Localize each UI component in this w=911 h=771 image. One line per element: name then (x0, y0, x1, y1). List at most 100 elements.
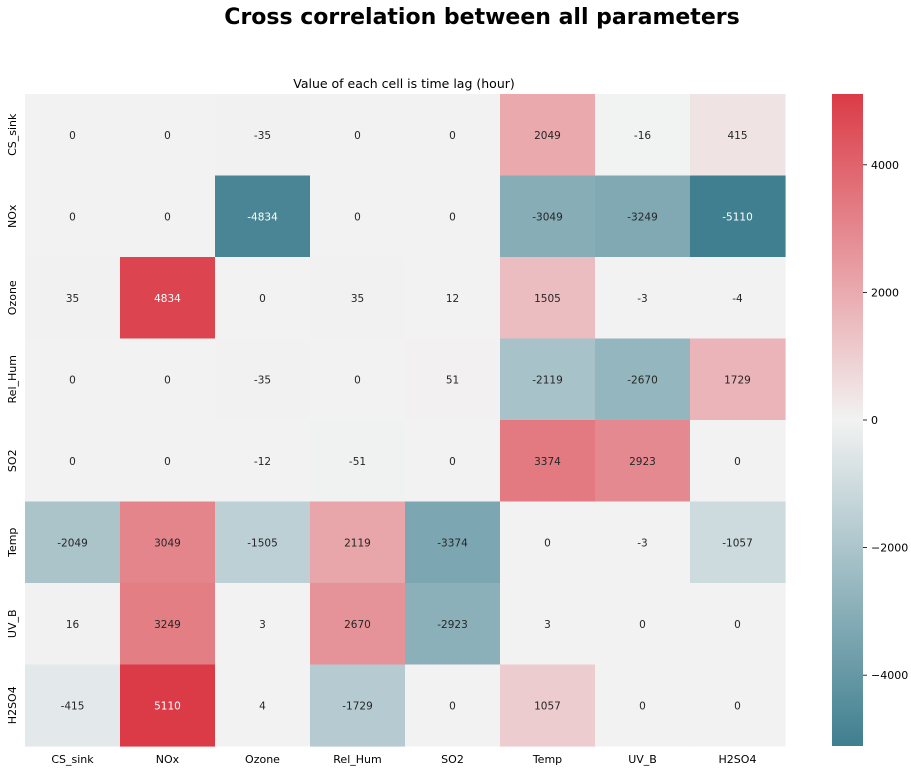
heatmap-cell-Ozone-SO2 (405, 257, 501, 340)
cell-value-label: -1505 (247, 537, 278, 549)
cell-value-label: -5110 (722, 211, 753, 223)
heatmap-cell-Ozone-NOx (120, 257, 216, 340)
cell-value-label: 0 (354, 211, 361, 223)
heatmap-cell-SO2-SO2 (405, 420, 501, 503)
heatmap-cell-SO2-UV_B (595, 420, 691, 503)
cell-value-label: 0 (734, 700, 741, 712)
heatmap-cell-Temp-H2SO4 (690, 501, 786, 584)
heatmap-cell-Ozone-Rel_Hum (310, 257, 406, 340)
cell-value-label: -16 (634, 130, 651, 142)
heatmap-cell-NOx-UV_B (595, 175, 691, 258)
heatmap-cell-Ozone-Ozone (215, 257, 311, 340)
colorbar-tick-label: −4000 (871, 669, 908, 682)
cell-value-label: 3049 (154, 537, 181, 549)
cell-value-label: 35 (351, 293, 364, 305)
x-axis-ticks: CS_sink NOx Ozone Rel_Hum SO2 Temp UV_B H2SO4 (51, 753, 756, 766)
heatmap-cell-UV_B-CS_sink (25, 583, 121, 666)
colorbar-ticks: −4000 −2000 0 2000 4000 (863, 159, 908, 682)
heatmap-cell-CS_sink-Ozone (215, 94, 311, 177)
cell-value-label: 2923 (629, 456, 656, 468)
colorbar: −4000 −2000 0 2000 4000 (832, 94, 908, 746)
cell-value-label: 3374 (534, 456, 561, 468)
heatmap-cell-UV_B-NOx (120, 583, 216, 666)
cell-value-label: 0 (164, 130, 171, 142)
heatmap-cell-Temp-Rel_Hum (310, 501, 406, 584)
heatmap-cell-Rel_Hum-NOx (120, 338, 216, 421)
colorbar-tick-label: 2000 (871, 286, 899, 299)
cell-value-label: 0 (69, 456, 76, 468)
cell-value-label: 51 (446, 374, 459, 386)
cell-value-label: 0 (639, 700, 646, 712)
y-axis-ticks: CS_sink NOx Ozone Rel_Hum SO2 Temp UV_B H2SO4 (6, 113, 19, 724)
heatmap-cell-SO2-NOx (120, 420, 216, 503)
x-tick-label: NOx (156, 753, 180, 766)
cell-value-label: 1057 (534, 700, 561, 712)
cell-value-label: -2670 (627, 374, 658, 386)
heatmap-cell-Temp-NOx (120, 501, 216, 584)
cell-value-label: 35 (66, 293, 79, 305)
heatmap-cell-Ozone-UV_B (595, 257, 691, 340)
heatmap-cell-H2SO4-H2SO4 (690, 664, 786, 747)
cell-value-label: 3249 (154, 619, 181, 631)
cell-value-label: 2670 (344, 619, 371, 631)
cell-value-label: -2119 (532, 374, 563, 386)
heatmap-cell-H2SO4-Rel_Hum (310, 664, 406, 747)
cell-value-label: 2049 (534, 130, 561, 142)
heatmap-cell-UV_B-Temp (500, 583, 596, 666)
x-tick-label: Rel_Hum (333, 753, 381, 766)
x-tick-label: UV_B (628, 753, 657, 766)
heatmap-cell-UV_B-H2SO4 (690, 583, 786, 666)
cell-value-label: 0 (734, 456, 741, 468)
colorbar-tick-label: 0 (871, 414, 878, 427)
heatmap-cell-NOx-Ozone (215, 175, 311, 258)
heatmap-cell-H2SO4-Ozone (215, 664, 311, 747)
cell-value-label: 0 (639, 619, 646, 631)
cell-value-label: -51 (349, 456, 366, 468)
heatmap-cells (25, 94, 786, 747)
heatmap-cell-H2SO4-Temp (500, 664, 596, 747)
cell-value-label: 1729 (724, 374, 751, 386)
heatmap-cell-NOx-Rel_Hum (310, 175, 406, 258)
cell-value-label: 0 (734, 619, 741, 631)
heatmap-cell-NOx-H2SO4 (690, 175, 786, 258)
heatmap-cell-H2SO4-SO2 (405, 664, 501, 747)
cell-value-label: 12 (446, 293, 459, 305)
cell-value-label: -1729 (342, 700, 373, 712)
y-tick-label: Ozone (6, 280, 19, 315)
cell-value-label: -1057 (722, 537, 753, 549)
cell-value-label: 0 (449, 456, 456, 468)
heatmap-cell-Ozone-Temp (500, 257, 596, 340)
x-tick-label: H2SO4 (719, 753, 757, 766)
cell-value-label: 0 (354, 374, 361, 386)
heatmap-cell-Temp-CS_sink (25, 501, 121, 584)
heatmap-cell-Rel_Hum-SO2 (405, 338, 501, 421)
cell-value-label: 0 (69, 211, 76, 223)
heatmap-cell-CS_sink-UV_B (595, 94, 691, 177)
cell-value-label: 1505 (534, 293, 561, 305)
cell-value-label: -35 (254, 130, 271, 142)
heatmap-cell-Ozone-CS_sink (25, 257, 121, 340)
cell-value-label: -3249 (627, 211, 658, 223)
heatmap-cell-UV_B-Ozone (215, 583, 311, 666)
chart-title: Cross correlation between all parameters (224, 5, 739, 30)
cell-value-label: 0 (259, 293, 266, 305)
heatmap-cell-Rel_Hum-H2SO4 (690, 338, 786, 421)
x-tick-label: Temp (532, 753, 562, 766)
heatmap-cell-CS_sink-SO2 (405, 94, 501, 177)
cell-value-label: -3 (637, 537, 647, 549)
cell-value-label: 415 (727, 130, 747, 142)
colorbar-tick-label: 4000 (871, 159, 899, 172)
heatmap-cell-Rel_Hum-Ozone (215, 338, 311, 421)
heatmap-cell-SO2-Rel_Hum (310, 420, 406, 503)
y-tick-label: CS_sink (6, 113, 19, 156)
chart-subtitle: Value of each cell is time lag (hour) (293, 76, 515, 91)
y-tick-label: Temp (6, 528, 19, 558)
heatmap-cell-NOx-Temp (500, 175, 596, 258)
cell-value-label: 4 (259, 700, 266, 712)
heatmap-cell-CS_sink-Rel_Hum (310, 94, 406, 177)
x-tick-label: CS_sink (51, 753, 94, 766)
heatmap-cell-Rel_Hum-UV_B (595, 338, 691, 421)
cell-value-label: 0 (354, 130, 361, 142)
heatmap-cell-SO2-CS_sink (25, 420, 121, 503)
